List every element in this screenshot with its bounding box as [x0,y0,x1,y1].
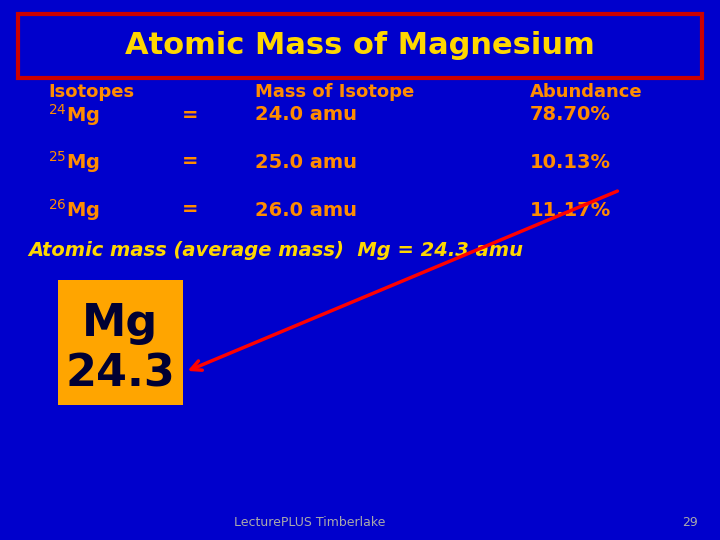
Text: 26.0 amu: 26.0 amu [255,200,357,219]
Text: Mg: Mg [82,302,158,345]
Text: 25.0 amu: 25.0 amu [255,152,357,172]
Text: 24.3: 24.3 [66,352,176,395]
Text: 24.0 amu: 24.0 amu [255,105,357,125]
Text: $^{25}$Mg: $^{25}$Mg [48,149,100,175]
Text: Atomic mass (average mass)  Mg = 24.3 amu: Atomic mass (average mass) Mg = 24.3 amu [28,240,523,260]
Bar [58,280,183,405]
Text: =: = [181,105,198,125]
Text: 10.13%: 10.13% [530,152,611,172]
Text: Mass of Isotope: Mass of Isotope [255,83,414,101]
FancyArrowPatch shape [191,191,618,370]
Text: Isotopes: Isotopes [48,83,134,101]
Text: =: = [181,200,198,219]
Text: 29: 29 [682,516,698,529]
Text: $^{26}$Mg: $^{26}$Mg [48,197,100,223]
Text: Abundance: Abundance [530,83,643,101]
Bar [18,14,702,78]
Text: 11.17%: 11.17% [530,200,611,219]
Text: $^{24}$Mg: $^{24}$Mg [48,102,100,128]
Text: LecturePLUS Timberlake: LecturePLUS Timberlake [234,516,386,529]
Text: Atomic Mass of Magnesium: Atomic Mass of Magnesium [125,31,595,60]
Text: =: = [181,152,198,172]
Text: 78.70%: 78.70% [530,105,611,125]
